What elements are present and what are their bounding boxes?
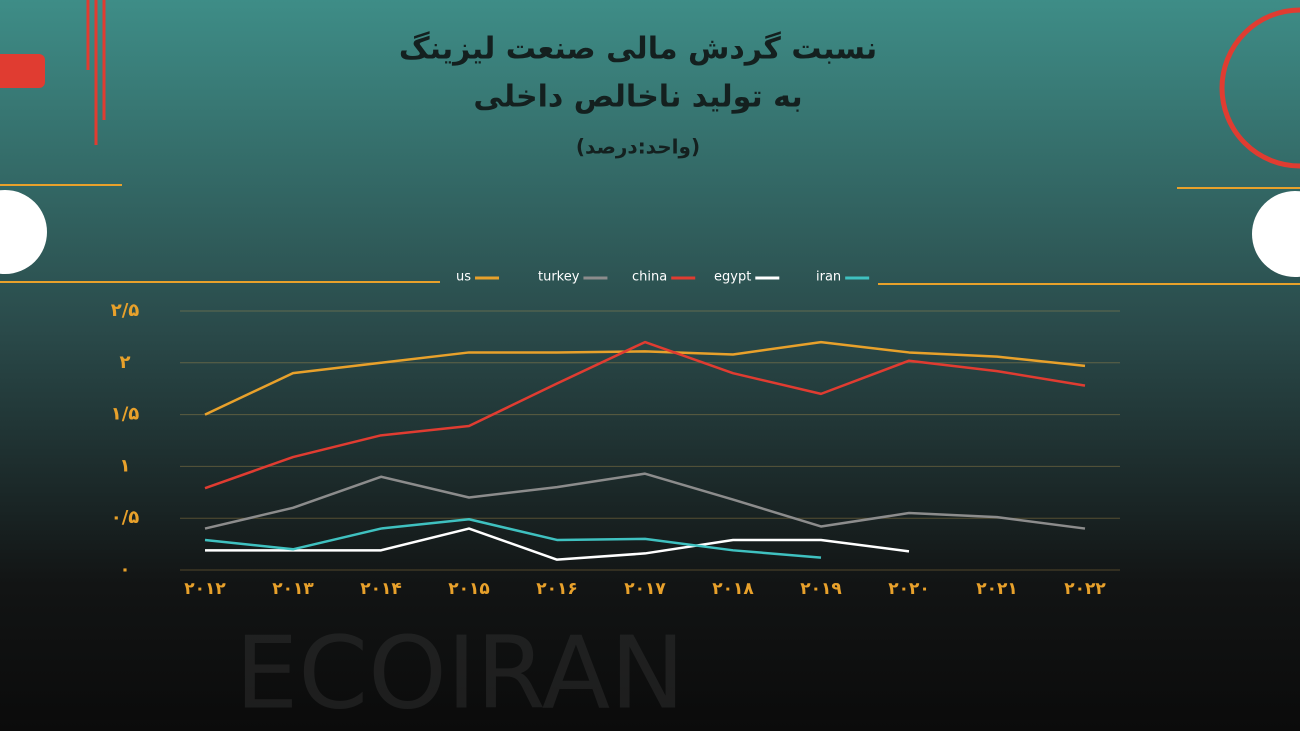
x-tick-label: ۲۰۱۲ xyxy=(184,579,226,599)
legend-label: egypt xyxy=(714,270,751,285)
x-tick-label: ۲۰۲۱ xyxy=(976,579,1018,599)
y-tick-label: ۰ xyxy=(120,559,131,580)
y-tick-label: ۲/۵ xyxy=(111,300,140,321)
y-tick-label: ۰/۵ xyxy=(111,507,140,528)
legend-label: iran xyxy=(816,270,841,285)
x-tick-label: ۲۰۱۷ xyxy=(624,579,666,599)
series-line xyxy=(205,527,910,561)
x-tick-label: ۲۰۲۰ xyxy=(888,579,930,599)
x-tick-label: ۲۰۲۲ xyxy=(1064,579,1106,599)
x-tick-label: ۲۰۱۸ xyxy=(712,579,754,599)
series-line xyxy=(204,517,822,559)
x-tick-label: ۲۰۱۶ xyxy=(536,579,578,599)
chart-subtitle: به تولید ناخالص داخلی xyxy=(473,80,802,115)
series-line xyxy=(204,340,1086,416)
chart-title: نسبت گردش مالی صنعت لیزینگ xyxy=(399,31,877,67)
y-tick-label: ۱ xyxy=(120,455,131,476)
x-tick-label: ۲۰۱۵ xyxy=(448,579,490,599)
legend-label: us xyxy=(456,270,471,285)
series-line xyxy=(204,472,1086,530)
y-tick-label: ۲ xyxy=(120,352,131,373)
series-line xyxy=(204,340,1086,490)
decoration xyxy=(0,0,1300,285)
legend-label: turkey xyxy=(538,270,580,285)
watermark: ECOIRAN xyxy=(235,614,685,731)
unit-note: (واحد:درصد) xyxy=(576,135,700,159)
x-tick-label: ۲۰۱۳ xyxy=(272,579,314,599)
x-tick-label: ۲۰۱۹ xyxy=(800,579,842,599)
x-tick-label: ۲۰۱۴ xyxy=(360,579,402,599)
y-tick-label: ۱/۵ xyxy=(111,404,140,425)
legend-label: china xyxy=(632,270,667,285)
